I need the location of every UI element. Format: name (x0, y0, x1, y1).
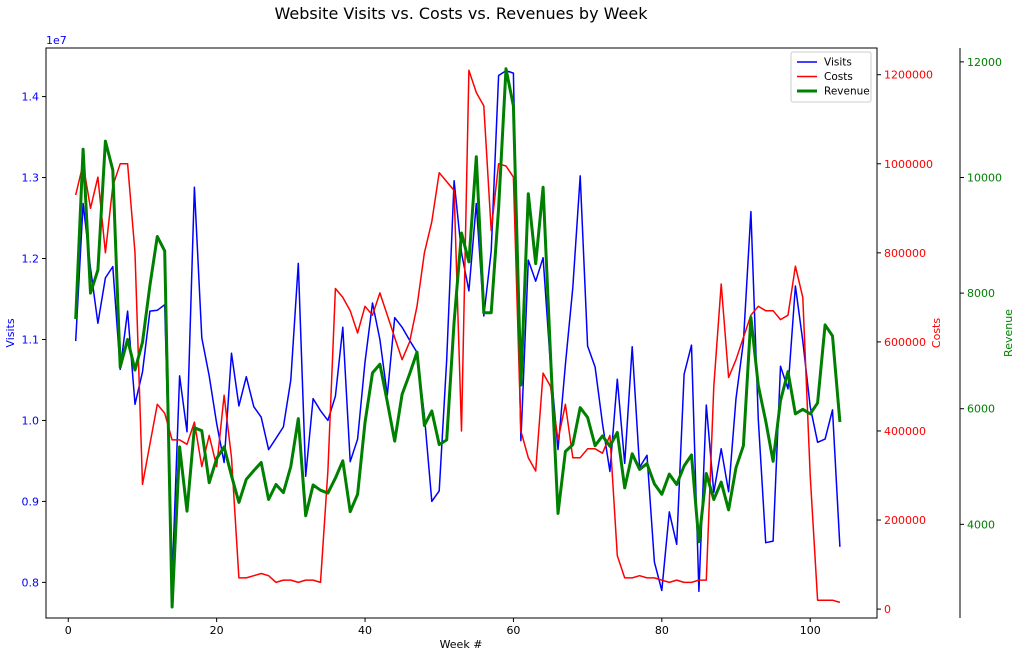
legend: Visits Costs Revenue (790, 51, 872, 103)
visits-tick-label: 1.0 (22, 414, 40, 427)
x-tick-label: 20 (210, 624, 224, 637)
visits-tick-label: 0.9 (22, 495, 40, 508)
costs-tick-label: 400000 (884, 425, 926, 438)
series-line-costs (74, 69, 841, 604)
costs-tick-label: 1000000 (884, 158, 933, 171)
costs-tick-label: 0 (884, 603, 891, 616)
visits-offset-text: 1e7 (46, 34, 67, 47)
costs-tick-label: 800000 (884, 247, 926, 260)
x-tick-label: 100 (800, 624, 821, 637)
revenue-tick-label: 8000 (967, 287, 995, 300)
legend-label-costs: Costs (824, 71, 853, 83)
x-tick-label: 0 (65, 624, 72, 637)
visits-tick-label: 1.1 (22, 333, 40, 346)
series-layer (74, 67, 842, 609)
revenue-tick-label: 10000 (967, 171, 1002, 184)
revenue-tick-label: 4000 (967, 518, 995, 531)
costs-axis-label: Costs (930, 318, 943, 348)
visits-tick-label: 1.3 (22, 172, 40, 185)
chart-title: Website Visits vs. Costs vs. Revenues by… (275, 4, 649, 23)
costs-tick-label: 1200000 (884, 69, 933, 82)
x-tick-label: 60 (506, 624, 520, 637)
tick-layer: 0 20 40 60 80 100 0.8 0.9 1.0 1.1 1.2 1.3 1.4 0 200000… (22, 56, 1003, 637)
revenue-axis-label: Revenue (1002, 309, 1015, 357)
x-axis-label: Week # (440, 638, 483, 651)
legend-label-visits: Visits (824, 57, 852, 69)
visits-tick-label: 1.4 (22, 91, 40, 104)
legend-label-revenue: Revenue (824, 86, 870, 98)
visits-axis-label: Visits (4, 318, 17, 347)
series-line-revenue (74, 67, 842, 609)
x-tick-label: 80 (655, 624, 669, 637)
revenue-tick-label: 12000 (967, 56, 1002, 69)
visits-tick-label: 1.2 (22, 253, 40, 266)
costs-tick-label: 600000 (884, 336, 926, 349)
visits-tick-label: 0.8 (22, 576, 40, 589)
x-tick-label: 40 (358, 624, 372, 637)
plot-frame (45, 47, 878, 619)
costs-tick-label: 200000 (884, 514, 926, 527)
series-line-visits (74, 69, 841, 593)
revenue-tick-label: 6000 (967, 403, 995, 416)
